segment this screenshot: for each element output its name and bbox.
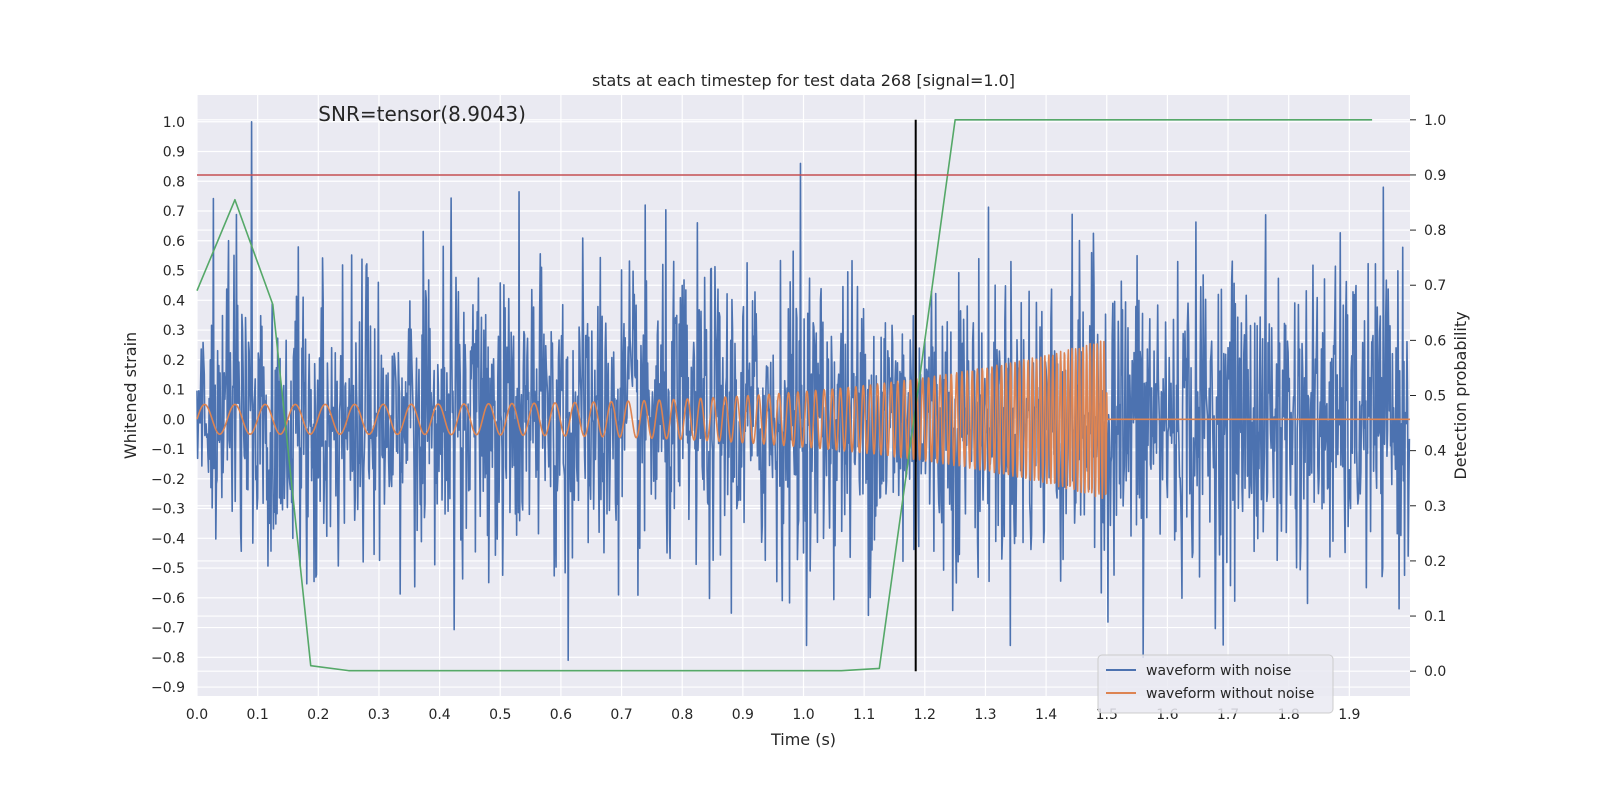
y-tick-label: −0.9 [151, 680, 185, 696]
y2-tick-label: 0.9 [1424, 168, 1446, 184]
y-tick-label: 0.1 [163, 383, 185, 399]
y-tick-label: 0.4 [163, 293, 185, 309]
y-tick-label: −0.3 [151, 502, 185, 518]
y2-tick-label: 0.6 [1424, 333, 1446, 349]
y2-tick-label: 0.7 [1424, 278, 1446, 294]
y-tick-label: 0.3 [163, 323, 185, 339]
x-tick-label: 1.3 [974, 707, 996, 723]
x-tick-label: 0.4 [428, 707, 450, 723]
y-tick-label: 0.7 [163, 204, 185, 220]
y2-tick-label: 0.3 [1424, 499, 1446, 515]
y-axis-label: Whitened strain [121, 332, 140, 459]
x-tick-label: 0.0 [186, 707, 208, 723]
x-tick-label: 0.1 [247, 707, 269, 723]
x-tick-label: 1.0 [792, 707, 814, 723]
y-tick-label: −0.2 [151, 472, 185, 488]
x-tick-label: 1.4 [1035, 707, 1057, 723]
x-tick-label: 0.6 [550, 707, 572, 723]
y-axis-ticks: 1.0 0.9 0.8 0.7 0.6 0.5 0.4 0.3 0.2 0.1 0.0 −0.1 −0.… [151, 115, 185, 696]
x-tick-label: 0.7 [610, 707, 632, 723]
y2-tick-label: 0.0 [1424, 664, 1446, 680]
x-tick-label: 1.9 [1338, 707, 1360, 723]
y2-axis-ticks: 1.0 0.9 0.8 0.7 0.6 0.5 0.4 0.3 0.2 0.1 0.0 [1410, 113, 1446, 680]
y-tick-label: 0.8 [163, 174, 185, 190]
x-tick-label: 0.2 [307, 707, 329, 723]
x-tick-label: 0.3 [368, 707, 390, 723]
legend-box [1097, 654, 1334, 714]
y-tick-label: 0.2 [163, 353, 185, 369]
chart-title: stats at each timestep for test data 268… [592, 71, 1015, 90]
series-line-1 [196, 340, 1411, 500]
y-tick-label: −0.6 [151, 591, 185, 607]
y-tick-label: 1.0 [163, 115, 185, 131]
y-tick-label: 0.0 [163, 412, 185, 428]
series-line-2 [196, 119, 1373, 672]
x-axis-ticks: 0.0 0.1 0.2 0.3 0.4 0.5 0.6 0.7 0.8 0.9 1.0 1.1 1.2 1… [186, 707, 1361, 723]
x-tick-label: 0.5 [489, 707, 511, 723]
series-layer [196, 119, 1411, 672]
y-tick-label: −0.7 [151, 621, 185, 637]
x-tick-label: 0.8 [671, 707, 693, 723]
y-tick-label: 0.9 [163, 145, 185, 161]
x-tick-label: 1.1 [853, 707, 875, 723]
legend-label: waveform without noise [1146, 686, 1314, 702]
x-tick-label: 1.2 [914, 707, 936, 723]
y2-tick-label: 0.8 [1424, 223, 1446, 239]
snr-annotation: SNR=tensor(8.9043) [318, 102, 526, 126]
y-tick-label: −0.1 [151, 442, 185, 458]
y2-axis-label: Detection probability [1451, 311, 1470, 479]
y-tick-label: 0.6 [163, 234, 185, 250]
y-tick-label: −0.8 [151, 650, 185, 666]
series-line-0 [196, 120, 1411, 662]
legend: waveform with noise waveform without nois… [1097, 654, 1334, 714]
y2-tick-label: 0.1 [1424, 609, 1446, 625]
y2-tick-label: 1.0 [1424, 113, 1446, 129]
y2-tick-label: 0.2 [1424, 554, 1446, 570]
y-tick-label: −0.5 [151, 561, 185, 577]
x-axis-label: Time (s) [770, 730, 836, 749]
y2-tick-label: 0.5 [1424, 389, 1446, 405]
y2-tick-label: 0.4 [1424, 444, 1446, 460]
legend-label: waveform with noise [1146, 663, 1291, 679]
x-tick-label: 0.9 [732, 707, 754, 723]
reference-lines [197, 119, 1410, 672]
y-tick-label: 0.5 [163, 264, 185, 280]
y-tick-label: −0.4 [151, 531, 185, 547]
